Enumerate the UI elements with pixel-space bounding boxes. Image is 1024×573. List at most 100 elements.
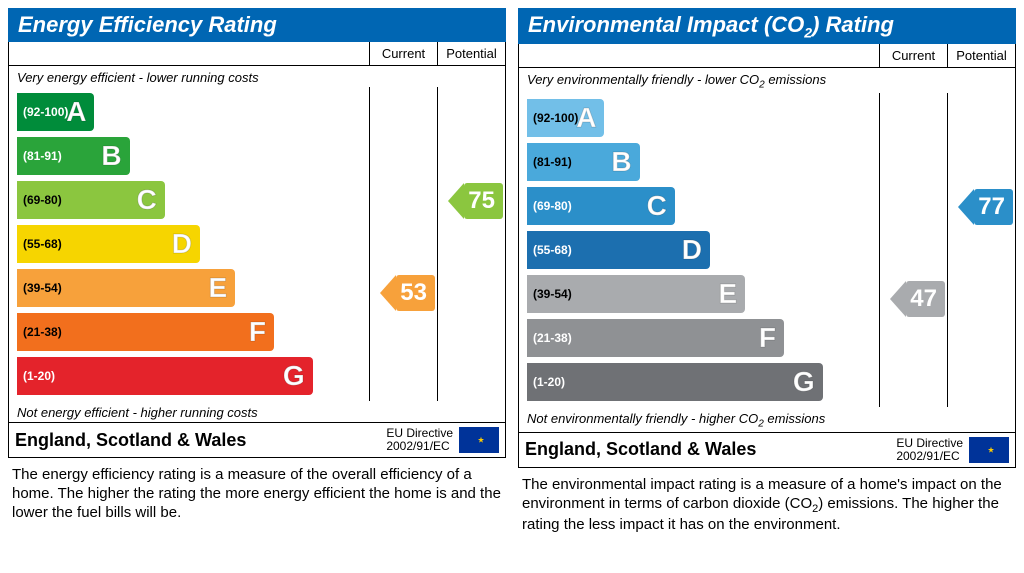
band-letter: C (137, 184, 157, 216)
environmental-bars-area: (92-100)A (81-91) B (69-80) C (55-68) D (39-54)… (519, 93, 1015, 407)
energy-footer: England, Scotland & Wales EU Directive 2… (9, 422, 505, 457)
current-header: Current (369, 42, 437, 65)
environmental-potential-column: 77 (947, 93, 1015, 407)
band-letter: A (66, 96, 86, 128)
energy-current-pointer-value: 53 (396, 275, 435, 311)
energy-header-row: Current Potential (9, 42, 505, 66)
eu-flag-icon: ⋆ (459, 427, 499, 453)
energy-grid: Current Potential Very energy efficient … (8, 42, 506, 458)
eu-directive: EU Directive 2002/91/EC (896, 437, 963, 463)
environmental-current-pointer-value: 47 (906, 281, 945, 317)
band-row-a: (92-100)A (527, 97, 879, 139)
region-label: England, Scotland & Wales (525, 439, 896, 460)
band-row-d: (55-68) D (527, 229, 879, 271)
environmental-description: The environmental impact rating is a mea… (518, 468, 1016, 535)
band-row-a: (92-100)A (17, 91, 369, 133)
band-range: (69-80) (527, 199, 572, 213)
band-bar-d: (55-68) D (17, 225, 200, 263)
energy-panel: Energy Efficiency Rating Current Potenti… (8, 8, 506, 535)
band-letter: G (283, 360, 305, 392)
band-row-f: (21-38) F (17, 311, 369, 353)
environmental-grid: Current Potential Very environmentally f… (518, 44, 1016, 468)
band-range: (92-100) (527, 111, 578, 125)
band-range: (81-91) (527, 155, 572, 169)
eu-directive: EU Directive 2002/91/EC (386, 427, 453, 453)
current-header: Current (879, 44, 947, 67)
band-range: (21-38) (527, 331, 572, 345)
band-letter: F (759, 322, 776, 354)
eu-flag-icon: ⋆ (969, 437, 1009, 463)
energy-current-column: 53 (369, 87, 437, 401)
band-bar-f: (21-38) F (527, 319, 784, 357)
band-letter: C (647, 190, 667, 222)
band-letter: B (101, 140, 121, 172)
environmental-panel: Environmental Impact (CO2) Rating Curren… (518, 8, 1016, 535)
environmental-top-caption: Very environmentally friendly - lower CO… (519, 68, 1015, 93)
band-letter: A (576, 102, 596, 134)
band-letter: D (682, 234, 702, 266)
environmental-footer: England, Scotland & Wales EU Directive 2… (519, 432, 1015, 467)
band-bar-a: (92-100)A (17, 93, 94, 131)
band-range: (55-68) (17, 237, 62, 251)
band-row-e: (39-54) E (527, 273, 879, 315)
environmental-bars-column: (92-100)A (81-91) B (69-80) C (55-68) D (39-54)… (519, 93, 879, 407)
band-range: (39-54) (527, 287, 572, 301)
band-letter: F (249, 316, 266, 348)
potential-header: Potential (437, 42, 505, 65)
energy-title: Energy Efficiency Rating (8, 8, 506, 42)
band-bar-a: (92-100)A (527, 99, 604, 137)
band-bar-d: (55-68) D (527, 231, 710, 269)
band-row-c: (69-80) C (17, 179, 369, 221)
band-bar-b: (81-91) B (527, 143, 640, 181)
environmental-bottom-caption: Not environmentally friendly - higher CO… (519, 407, 1015, 432)
energy-bars-column: (92-100)A (81-91) B (69-80) C (55-68) D (39-54)… (9, 87, 369, 401)
band-range: (69-80) (17, 193, 62, 207)
energy-description: The energy efficiency rating is a measur… (8, 458, 506, 522)
band-range: (1-20) (527, 375, 565, 389)
band-bar-c: (69-80) C (527, 187, 675, 225)
eu-directive-line1: EU Directive (896, 436, 963, 450)
energy-potential-column: 75 (437, 87, 505, 401)
band-letter: D (172, 228, 192, 260)
energy-bottom-caption: Not energy efficient - higher running co… (9, 401, 505, 422)
band-range: (81-91) (17, 149, 62, 163)
band-letter: G (793, 366, 815, 398)
energy-top-caption: Very energy efficient - lower running co… (9, 66, 505, 87)
environmental-potential-pointer: 77 (958, 189, 1013, 225)
environmental-current-column: 47 (879, 93, 947, 407)
band-range: (55-68) (527, 243, 572, 257)
eu-directive-line1: EU Directive (386, 426, 453, 440)
band-letter: E (719, 278, 738, 310)
band-range: (21-38) (17, 325, 62, 339)
environmental-title: Environmental Impact (CO2) Rating (518, 8, 1016, 44)
environmental-potential-pointer-value: 77 (974, 189, 1013, 225)
eu-directive-line2: 2002/91/EC (386, 439, 449, 453)
potential-header: Potential (947, 44, 1015, 67)
band-row-b: (81-91) B (17, 135, 369, 177)
eu-directive-line2: 2002/91/EC (896, 449, 959, 463)
band-bar-e: (39-54) E (17, 269, 235, 307)
band-bar-g: (1-20) G (17, 357, 313, 395)
band-row-f: (21-38) F (527, 317, 879, 359)
energy-potential-pointer-value: 75 (464, 183, 503, 219)
energy-bars-area: (92-100)A (81-91) B (69-80) C (55-68) D (39-54)… (9, 87, 505, 401)
band-range: (92-100) (17, 105, 68, 119)
band-letter: B (611, 146, 631, 178)
energy-potential-pointer: 75 (448, 183, 503, 219)
band-letter: E (209, 272, 228, 304)
band-row-g: (1-20) G (527, 361, 879, 403)
band-row-d: (55-68) D (17, 223, 369, 265)
band-bar-b: (81-91) B (17, 137, 130, 175)
band-bar-f: (21-38) F (17, 313, 274, 351)
band-row-e: (39-54) E (17, 267, 369, 309)
band-row-c: (69-80) C (527, 185, 879, 227)
environmental-current-pointer: 47 (890, 281, 945, 317)
epc-container: Energy Efficiency Rating Current Potenti… (8, 8, 1016, 535)
band-range: (1-20) (17, 369, 55, 383)
band-row-g: (1-20) G (17, 355, 369, 397)
band-bar-c: (69-80) C (17, 181, 165, 219)
band-range: (39-54) (17, 281, 62, 295)
energy-current-pointer: 53 (380, 275, 435, 311)
band-bar-g: (1-20) G (527, 363, 823, 401)
region-label: England, Scotland & Wales (15, 430, 386, 451)
